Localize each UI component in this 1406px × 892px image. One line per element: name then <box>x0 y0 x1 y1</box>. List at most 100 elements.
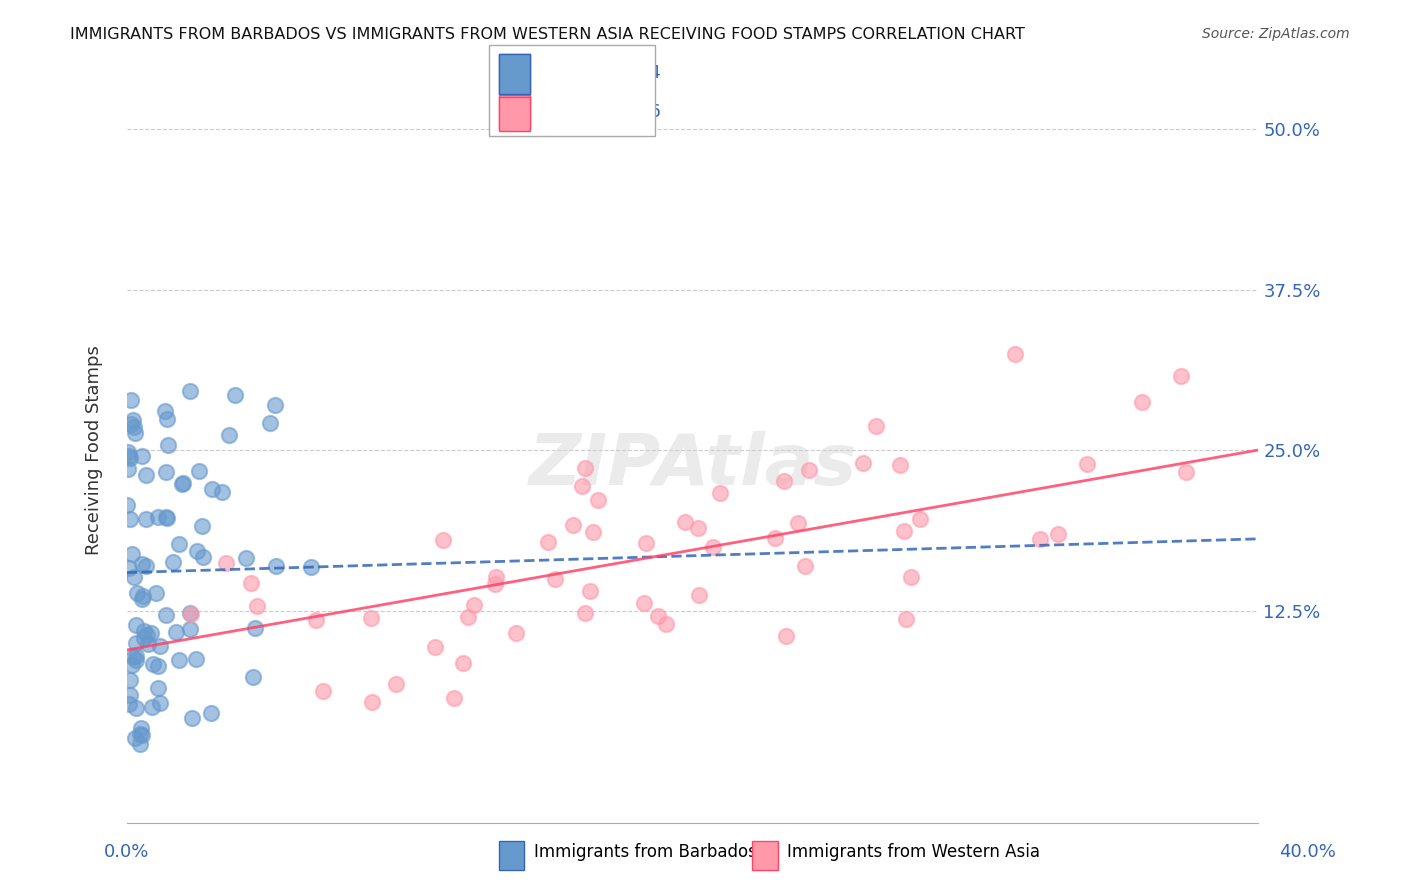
Point <box>312 683 335 698</box>
Point <box>1170 369 1192 384</box>
Point <box>118 450 141 465</box>
Point <box>115 498 138 512</box>
Point <box>191 519 214 533</box>
Point <box>889 458 911 472</box>
Point <box>299 560 322 574</box>
Point <box>264 398 287 412</box>
Point <box>124 425 146 440</box>
Point <box>794 558 817 573</box>
Point <box>187 464 209 478</box>
Point <box>688 588 710 602</box>
Point <box>129 721 152 735</box>
Text: R = 0.012: R = 0.012 <box>537 64 627 82</box>
Point <box>900 570 922 584</box>
Point <box>135 558 157 573</box>
Point <box>218 428 240 442</box>
Point <box>165 624 187 639</box>
Point <box>121 547 143 561</box>
Point <box>120 512 142 526</box>
Point <box>865 419 887 434</box>
Point <box>242 671 264 685</box>
Point <box>120 393 142 408</box>
Point <box>797 463 820 477</box>
Point <box>157 438 180 452</box>
Point <box>852 457 875 471</box>
Point <box>240 576 263 591</box>
Point <box>149 696 172 710</box>
Point <box>702 541 724 555</box>
Point <box>574 461 596 475</box>
Point <box>141 700 163 714</box>
Point <box>125 635 148 649</box>
Point <box>463 598 485 612</box>
Point <box>709 486 731 500</box>
Text: R = 0.568: R = 0.568 <box>537 103 627 121</box>
Point <box>561 517 583 532</box>
Point <box>124 701 146 715</box>
Point <box>537 535 560 549</box>
Point <box>184 652 207 666</box>
Point <box>505 625 527 640</box>
Point <box>118 449 141 463</box>
Point <box>673 515 696 529</box>
Point <box>145 585 167 599</box>
Point <box>122 570 145 584</box>
Point <box>1029 532 1052 546</box>
Point <box>1130 395 1153 409</box>
Point <box>485 570 508 584</box>
Point <box>215 557 238 571</box>
Point <box>128 737 150 751</box>
Y-axis label: Receiving Food Stamps: Receiving Food Stamps <box>86 345 103 556</box>
Point <box>120 417 142 432</box>
Point <box>181 711 204 725</box>
Point <box>155 608 177 623</box>
Point <box>910 512 932 526</box>
Point <box>655 616 678 631</box>
Point <box>571 479 593 493</box>
Point <box>360 610 382 624</box>
Point <box>135 511 157 525</box>
Point <box>135 628 157 642</box>
Point <box>121 657 143 672</box>
Point <box>224 388 246 402</box>
Point <box>118 673 141 687</box>
Point <box>245 599 267 613</box>
Text: ZIPAtlas: ZIPAtlas <box>529 431 856 500</box>
Point <box>155 465 177 479</box>
Point <box>132 624 155 639</box>
Point <box>179 607 201 621</box>
Point <box>132 590 155 604</box>
Point <box>118 561 141 575</box>
Point <box>172 476 194 491</box>
Point <box>786 516 808 530</box>
Point <box>117 462 139 476</box>
Point <box>457 609 479 624</box>
Point <box>235 551 257 566</box>
Point <box>146 659 169 673</box>
Point <box>125 653 148 667</box>
Point <box>124 731 146 745</box>
Point <box>893 524 915 538</box>
Point <box>118 697 141 711</box>
Point <box>131 449 153 463</box>
Point <box>124 618 146 632</box>
Text: N = 56: N = 56 <box>598 103 661 121</box>
Point <box>129 726 152 740</box>
Point <box>1175 465 1198 479</box>
Point <box>155 511 177 525</box>
Point <box>772 475 794 489</box>
Point <box>1076 457 1098 471</box>
Point <box>443 691 465 706</box>
Point <box>155 509 177 524</box>
Text: Immigrants from Western Asia: Immigrants from Western Asia <box>787 843 1040 861</box>
Point <box>432 533 454 547</box>
Text: IMMIGRANTS FROM BARBADOS VS IMMIGRANTS FROM WESTERN ASIA RECEIVING FOOD STAMPS C: IMMIGRANTS FROM BARBADOS VS IMMIGRANTS F… <box>70 27 1025 42</box>
Point <box>125 586 148 600</box>
Point <box>775 629 797 643</box>
Point <box>1004 347 1026 361</box>
Point <box>122 413 145 427</box>
Point <box>423 640 446 655</box>
Point <box>574 606 596 620</box>
Point <box>1047 527 1070 541</box>
Text: 0.0%: 0.0% <box>104 843 149 861</box>
